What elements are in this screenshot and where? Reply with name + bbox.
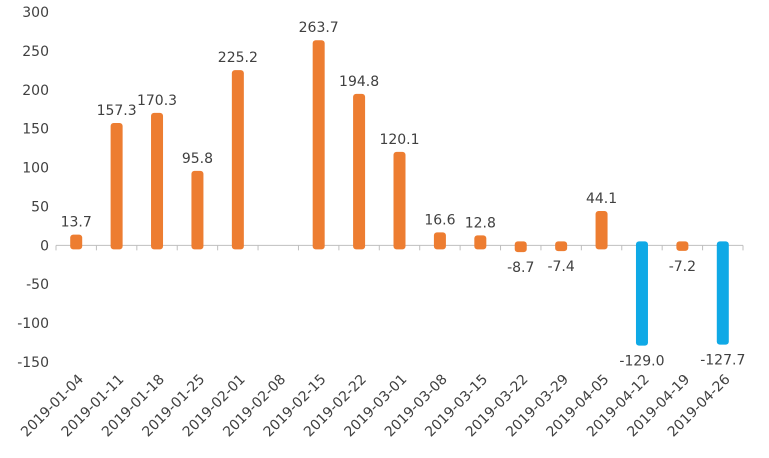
bar	[110, 122, 123, 250]
y-tick-label: -50	[26, 277, 49, 293]
data-label: 120.1	[379, 132, 419, 148]
bar	[191, 170, 204, 250]
data-label: -127.7	[700, 353, 745, 369]
bar	[231, 70, 244, 250]
bar	[635, 241, 648, 346]
y-tick-label: -100	[17, 316, 49, 332]
bar	[151, 112, 164, 250]
data-label: 194.8	[339, 74, 379, 90]
bar	[312, 40, 325, 250]
bar-series	[70, 40, 729, 346]
bar	[716, 241, 729, 345]
data-label: -8.7	[507, 260, 534, 276]
data-label: 263.7	[299, 20, 339, 36]
data-label: -7.2	[669, 259, 696, 275]
data-label: 13.7	[61, 215, 92, 231]
bar	[555, 241, 568, 252]
data-label: 225.2	[218, 50, 258, 66]
data-label: 12.8	[465, 215, 496, 231]
bar	[433, 232, 446, 250]
data-label: 157.3	[97, 103, 137, 119]
bar	[70, 234, 83, 250]
data-label: 95.8	[182, 151, 213, 167]
y-tick-label: 300	[22, 5, 49, 21]
data-label: 44.1	[586, 191, 617, 207]
y-tick-label: 250	[22, 44, 49, 60]
data-label: 170.3	[137, 93, 177, 109]
bar	[676, 241, 689, 251]
bar	[393, 151, 406, 250]
y-tick-label: 50	[31, 199, 49, 215]
bar	[595, 211, 608, 250]
y-axis: 300 250 200 150 100 50 0 -50 -100 -150	[17, 5, 49, 371]
data-label: -7.4	[547, 259, 574, 275]
x-axis: 2019-01-042019-01-112019-01-182019-01-25…	[18, 245, 744, 440]
y-tick-label: 100	[22, 161, 49, 177]
y-tick-label: 0	[40, 238, 49, 254]
bar	[514, 241, 527, 253]
data-label: -129.0	[619, 354, 664, 370]
bar	[353, 93, 366, 250]
y-tick-label: 200	[22, 83, 49, 99]
bar	[474, 235, 487, 250]
data-label: 16.6	[424, 212, 455, 228]
y-tick-label: -150	[17, 355, 49, 371]
y-tick-label: 150	[22, 122, 49, 138]
